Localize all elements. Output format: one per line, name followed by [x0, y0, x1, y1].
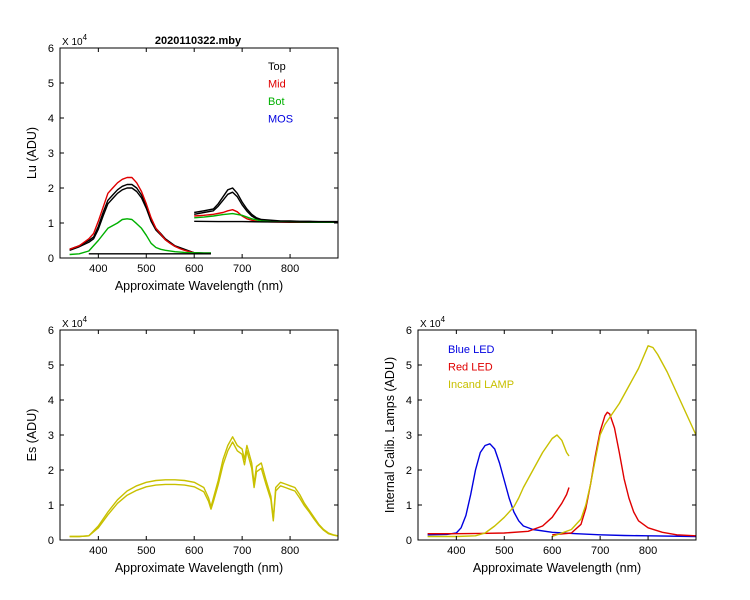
plot-frame	[59, 47, 339, 259]
legend-entry-top: Top	[268, 61, 286, 73]
y-axis-label: Es (ADU)	[25, 409, 39, 462]
y-tick-label: 4	[48, 395, 54, 407]
x-tick-label: 400	[89, 263, 107, 275]
exponent-base: X 10	[62, 37, 83, 48]
y-tick-label: 2	[48, 465, 54, 477]
y-tick-label: 1	[406, 500, 412, 512]
y-tick-label: 5	[48, 78, 54, 90]
exponent-base: X 10	[62, 319, 83, 330]
legend: Blue LED Red LED Incand LAMP	[448, 344, 514, 391]
x-tick-label: 600	[185, 545, 203, 557]
x-axis-label: Approximate Wavelength (nm)	[115, 279, 283, 293]
series-line-es	[69, 436, 338, 538]
y-tick-label: 6	[406, 325, 412, 337]
exponent-power: 4	[83, 33, 88, 42]
y-tick-label: 1	[48, 218, 54, 230]
exponent-power: 4	[441, 315, 446, 324]
legend-entry-mos: MOS	[268, 114, 293, 126]
y-tick-label: 3	[48, 430, 54, 442]
exponent-base: X 10	[420, 319, 441, 330]
y-tick-label: 6	[48, 325, 54, 337]
y-tick-label: 5	[406, 360, 412, 372]
y-tick-label: 0	[48, 253, 54, 265]
y-tick-label: 0	[406, 535, 412, 547]
y-tick-label: 6	[48, 43, 54, 55]
y-tick-label: 3	[48, 148, 54, 160]
x-tick-label: 700	[233, 545, 251, 557]
y-axis-label: Lu (ADU)	[25, 127, 39, 179]
x-tick-label: 800	[281, 263, 299, 275]
series-group	[69, 436, 338, 538]
legend-entry-incand-lamp: Incand LAMP	[448, 379, 514, 391]
series-line-top	[194, 187, 338, 223]
y-axis-label: Internal Calib. Lamps (ADU)	[383, 357, 397, 513]
series-line-incand-lamp	[427, 434, 570, 538]
exponent-power: 4	[83, 315, 88, 324]
y-tick-label: 2	[406, 465, 412, 477]
series-line-es	[69, 441, 338, 538]
x-tick-label: 400	[447, 545, 465, 557]
y-tick-label: 5	[48, 360, 54, 372]
x-axis-label: Approximate Wavelength (nm)	[473, 561, 641, 575]
legend-entry-red-led: Red LED	[448, 362, 493, 374]
legend: Top Mid Bot MOS	[268, 61, 293, 126]
y-tick-label: 4	[48, 113, 54, 125]
x-tick-label: 600	[185, 263, 203, 275]
series-line-mid	[69, 176, 195, 254]
x-tick-label: 800	[639, 545, 657, 557]
y-tick-label: 0	[48, 535, 54, 547]
x-axis-label: Approximate Wavelength (nm)	[115, 561, 283, 575]
y-exponent-label: X 104	[62, 315, 88, 330]
y-tick-label: 2	[48, 183, 54, 195]
series-line-blue-led	[427, 443, 696, 538]
x-tick-label: 500	[137, 263, 155, 275]
plot-frame	[59, 329, 339, 541]
series-line-top	[69, 183, 211, 254]
y-tick-label: 1	[48, 500, 54, 512]
x-tick-label: 700	[233, 263, 251, 275]
x-tick-label: 400	[89, 545, 107, 557]
x-tick-label: 600	[543, 545, 561, 557]
series-line-red-led	[552, 411, 696, 537]
legend-entry-mid: Mid	[268, 79, 286, 91]
series-line-bot	[69, 218, 211, 256]
series-group	[427, 345, 696, 538]
series-line-incand-lamp	[551, 345, 696, 538]
x-tick-label: 500	[495, 545, 513, 557]
legend-entry-bot: Bot	[268, 96, 285, 108]
series-group	[69, 176, 338, 256]
x-tick-label: 700	[591, 545, 609, 557]
y-exponent-label: X 104	[62, 33, 88, 48]
series-line-mos	[194, 220, 338, 223]
x-tick-label: 500	[137, 545, 155, 557]
series-line-top	[69, 187, 211, 254]
y-exponent-label: X 104	[420, 315, 446, 330]
series-line-red-led	[427, 487, 570, 535]
y-tick-label: 3	[406, 430, 412, 442]
legend-entry-blue-led: Blue LED	[448, 344, 495, 356]
x-tick-label: 800	[281, 545, 299, 557]
figure-title: 2020110322.mby	[155, 35, 242, 47]
y-tick-label: 4	[406, 395, 412, 407]
